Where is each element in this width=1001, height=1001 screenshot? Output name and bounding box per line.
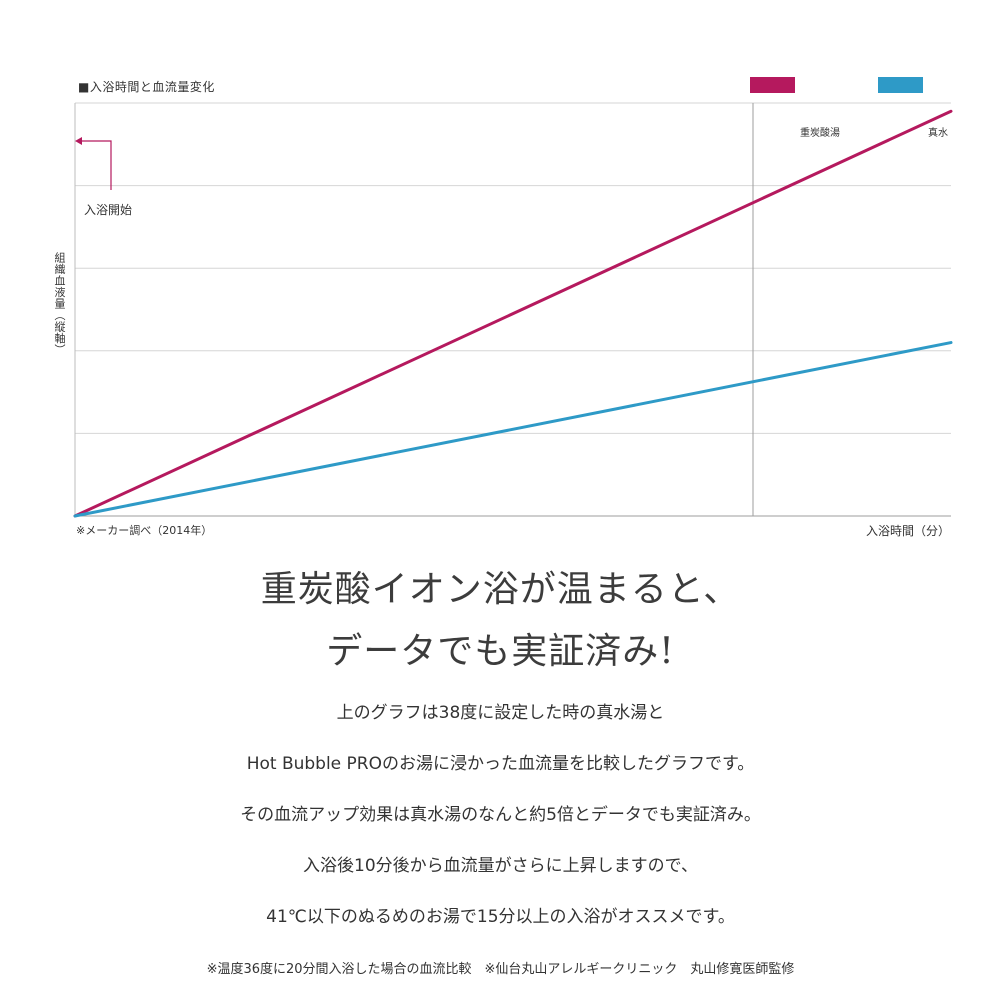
legend-swatch-series-2 [878,77,923,93]
series-line-2 [73,341,953,518]
body-line-1: 上のグラフは38度に設定した時の真水湯と [336,703,665,723]
legend-swatch-series-1 [750,77,795,93]
grid-lines [75,102,951,434]
start-annotation-label: 入浴開始 [84,203,133,217]
series-lines [73,109,953,518]
y-axis-label: 組織血液量（縦軸） [53,252,66,356]
series-line-1 [73,109,953,518]
x-axis-label: 入浴時間（分） [865,524,950,538]
source-note: ※メーカー調べ（2014年） [76,524,213,537]
legend-label-series-1: 重炭酸湯 [800,128,840,139]
legend-label-series-2: 真水 [928,128,948,139]
body-line-2: Hot Bubble PROのお湯に浸かった血流量を比較したグラフです。 [246,754,755,774]
headline-line-1: 重炭酸イオン浴が温まると、 [260,569,741,610]
start-annotation-arrow [75,137,112,190]
footnote: ※温度36度に20分間入浴した場合の血流比較 ※仙台丸山アレルギークリニック 丸… [206,962,795,977]
headline-line-2: データでも実証済み! [326,631,675,672]
body-line-3: その血流アップ効果は真水湯のなんと約5倍とデータでも実証済み。 [240,805,761,825]
chart-title: ■入浴時間と血流量変化 [78,80,215,94]
body-line-4: 入浴後10分後から血流量がさらに上昇しますので、 [303,856,698,876]
body-line-5: 41℃以下のぬるめのお湯で15分以上の入浴がオススメです。 [266,907,735,927]
chart-plot [73,102,953,518]
